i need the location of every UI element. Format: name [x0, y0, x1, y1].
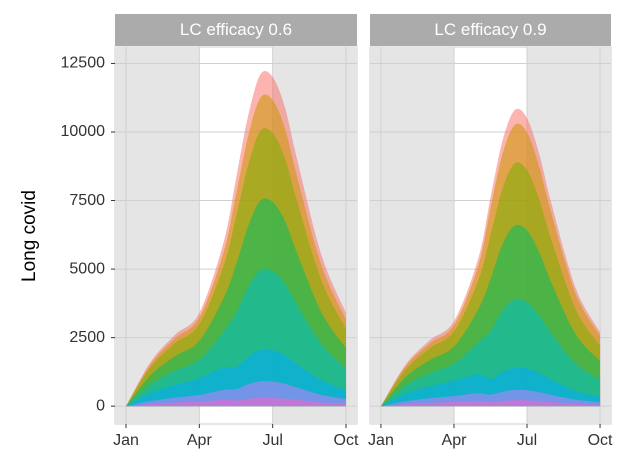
y-tick-label: 12500: [61, 55, 106, 72]
x-tick-label: Apr: [442, 432, 468, 449]
x-tick-label: Jul: [262, 432, 282, 449]
x-tick-label: Jul: [517, 432, 537, 449]
x-tick-label: Apr: [187, 432, 213, 449]
area: [380, 400, 601, 407]
facet-strip: [115, 14, 357, 46]
area: [126, 397, 346, 407]
facet-title: LC efficacy 0.9: [434, 20, 546, 39]
y-tick-label: 7500: [69, 192, 105, 209]
y-tick-label: 10000: [61, 123, 106, 140]
x-tick-label: Jan: [368, 432, 394, 449]
y-axis-label: Long covid: [19, 190, 40, 282]
facet-strip: [370, 14, 611, 46]
y-tick-label: 2500: [69, 329, 105, 346]
y-tick-label: 5000: [69, 260, 105, 277]
x-tick-label: Oct: [588, 432, 613, 449]
x-tick-label: Oct: [334, 432, 359, 449]
facet-title: LC efficacy 0.6: [180, 20, 292, 39]
x-tick-label: Jan: [113, 432, 139, 449]
y-tick-label: 0: [96, 397, 105, 414]
